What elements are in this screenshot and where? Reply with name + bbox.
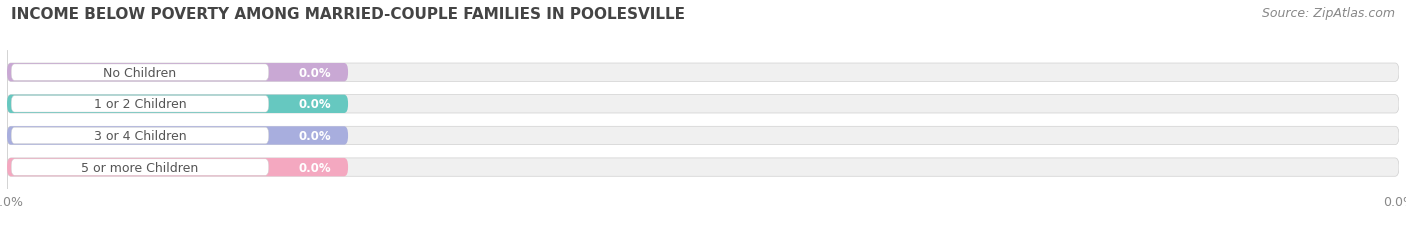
- FancyBboxPatch shape: [11, 128, 269, 144]
- Text: No Children: No Children: [104, 66, 177, 79]
- FancyBboxPatch shape: [11, 65, 269, 81]
- FancyBboxPatch shape: [7, 158, 349, 176]
- Text: 0.0%: 0.0%: [298, 161, 332, 174]
- FancyBboxPatch shape: [7, 158, 1399, 176]
- FancyBboxPatch shape: [7, 95, 349, 113]
- Text: 0.0%: 0.0%: [298, 129, 332, 142]
- FancyBboxPatch shape: [7, 64, 349, 82]
- FancyBboxPatch shape: [11, 96, 269, 112]
- Text: 5 or more Children: 5 or more Children: [82, 161, 198, 174]
- FancyBboxPatch shape: [7, 95, 1399, 113]
- Text: 0.0%: 0.0%: [298, 98, 332, 111]
- FancyBboxPatch shape: [7, 64, 1399, 82]
- Text: Source: ZipAtlas.com: Source: ZipAtlas.com: [1261, 7, 1395, 20]
- FancyBboxPatch shape: [7, 127, 349, 145]
- Text: 3 or 4 Children: 3 or 4 Children: [94, 129, 186, 142]
- Text: INCOME BELOW POVERTY AMONG MARRIED-COUPLE FAMILIES IN POOLESVILLE: INCOME BELOW POVERTY AMONG MARRIED-COUPL…: [11, 7, 685, 22]
- Text: 1 or 2 Children: 1 or 2 Children: [94, 98, 186, 111]
- FancyBboxPatch shape: [11, 159, 269, 176]
- Text: 0.0%: 0.0%: [298, 66, 332, 79]
- FancyBboxPatch shape: [7, 127, 1399, 145]
